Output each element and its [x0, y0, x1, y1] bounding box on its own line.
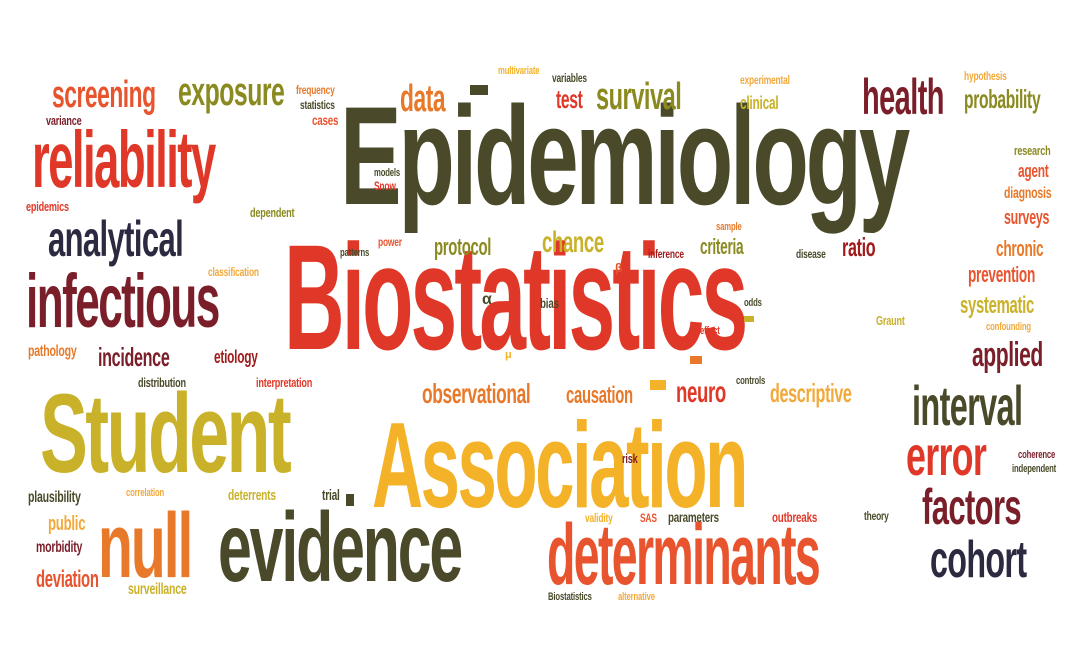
word-theory: theory — [864, 509, 889, 523]
word-patterns: patterns — [340, 247, 370, 259]
word-statistics: statistics — [300, 98, 335, 112]
word-correlation: correlation — [126, 487, 165, 499]
word-infectious: infectious — [26, 259, 220, 344]
word-neuro: neuro — [676, 376, 726, 409]
word-biostatistics: Biostatistics — [284, 213, 748, 381]
word-variance: variance — [46, 113, 82, 128]
word-dependent: dependent — [250, 205, 295, 220]
word-classification: classification — [208, 265, 259, 279]
word-sample: sample — [716, 221, 742, 233]
word-determinants: determinants — [547, 507, 821, 603]
word-hypothesis: hypothesis — [964, 69, 1007, 83]
word-etiology: etiology — [214, 347, 258, 367]
word-evidence: evidence — [218, 492, 463, 602]
word-survival: survival — [596, 76, 682, 118]
word-ratio: ratio — [842, 232, 876, 262]
word-parameters: parameters — [668, 509, 719, 525]
word-pathology: pathology — [28, 343, 77, 360]
word-surveillance: surveillance — [128, 581, 187, 598]
filler-bar — [690, 356, 702, 364]
word-criteria: criteria — [700, 234, 744, 259]
word-outbreaks: outbreaks — [772, 509, 818, 525]
word-variables: variables — [552, 71, 587, 85]
word-alpha: α — [482, 291, 492, 308]
filler-bar — [470, 85, 488, 95]
word-null: null — [98, 495, 193, 597]
word-exposure: exposure — [178, 70, 285, 114]
word-effect: effect — [700, 325, 720, 337]
word-student: Student — [40, 371, 292, 496]
word-deterrents: deterrents — [228, 487, 276, 504]
word-reliability: reliability — [32, 115, 216, 204]
word-inference: inference — [648, 247, 684, 261]
word-biostatistics-small: Biostatistics — [548, 591, 592, 603]
word-screening: screening — [52, 74, 156, 116]
word-bias: bias — [540, 295, 559, 311]
word-odds: odds — [744, 297, 762, 309]
word-epidemiology: Epidemiology — [340, 77, 910, 234]
word-frequency: frequency — [296, 83, 335, 97]
word-morbidity: morbidity — [36, 539, 83, 556]
word-chronic: chronic — [996, 236, 1044, 261]
word-descriptive: descriptive — [770, 378, 852, 408]
word-alternative: alternative — [618, 591, 655, 603]
filler-bar — [744, 316, 754, 322]
word-systematic: systematic — [960, 292, 1034, 319]
word-models: models — [374, 167, 401, 179]
word-observational: observational — [422, 378, 531, 409]
word-causation: causation — [566, 382, 633, 409]
word-interpretation: interpretation — [256, 375, 313, 390]
word-epidemics: epidemics — [26, 199, 69, 214]
word-surveys: surveys — [1004, 207, 1050, 229]
word-agent: agent — [1018, 161, 1049, 181]
word-multivariate: multivariate — [498, 65, 540, 77]
word-health: health — [862, 69, 945, 125]
filler-bar — [346, 494, 354, 506]
word-confounding: confounding — [986, 321, 1031, 333]
word-sas: SAS — [640, 511, 657, 525]
word-clinical: clinical — [740, 93, 779, 113]
word-plausibility: plausibility — [28, 489, 81, 506]
word-factors: factors — [922, 479, 1022, 535]
word-controls: controls — [736, 375, 766, 387]
word-validity: validity — [585, 511, 613, 525]
word-prevention: prevention — [968, 262, 1035, 287]
word-interval: interval — [912, 374, 1023, 437]
word-association: Association — [372, 397, 748, 533]
word-incidence: incidence — [98, 342, 170, 372]
word-protocol: protocol — [434, 234, 492, 261]
word-test: test — [556, 84, 583, 114]
word-graunt: Graunt — [876, 313, 905, 328]
word-error: error — [906, 424, 987, 487]
word-analytical: analytical — [48, 211, 184, 267]
word-public: public — [48, 513, 86, 535]
word-coherence: coherence — [1018, 449, 1056, 461]
word-distribution: distribution — [138, 375, 186, 390]
word-mu: μ — [505, 349, 512, 361]
word-disease: disease — [796, 247, 826, 261]
word-trial: trial — [322, 487, 340, 504]
word-deviation: deviation — [36, 566, 99, 593]
word-chance: chance — [542, 226, 604, 259]
word-risk: risk — [622, 451, 638, 466]
word-diagnosis: diagnosis — [1004, 185, 1052, 202]
word-data: data — [400, 78, 446, 120]
word-probability: probability — [964, 84, 1041, 114]
word-cases: cases — [312, 112, 339, 128]
word-beta: β — [615, 261, 623, 275]
word-power: power — [378, 235, 402, 249]
word-applied: applied — [972, 336, 1043, 374]
word-experimental: experimental — [740, 73, 790, 87]
filler-bar — [650, 380, 666, 390]
word-snow: Snow — [374, 179, 396, 193]
word-independent: independent — [1012, 463, 1057, 475]
word-research: research — [1014, 143, 1051, 158]
word-cohort: cohort — [930, 531, 1027, 589]
